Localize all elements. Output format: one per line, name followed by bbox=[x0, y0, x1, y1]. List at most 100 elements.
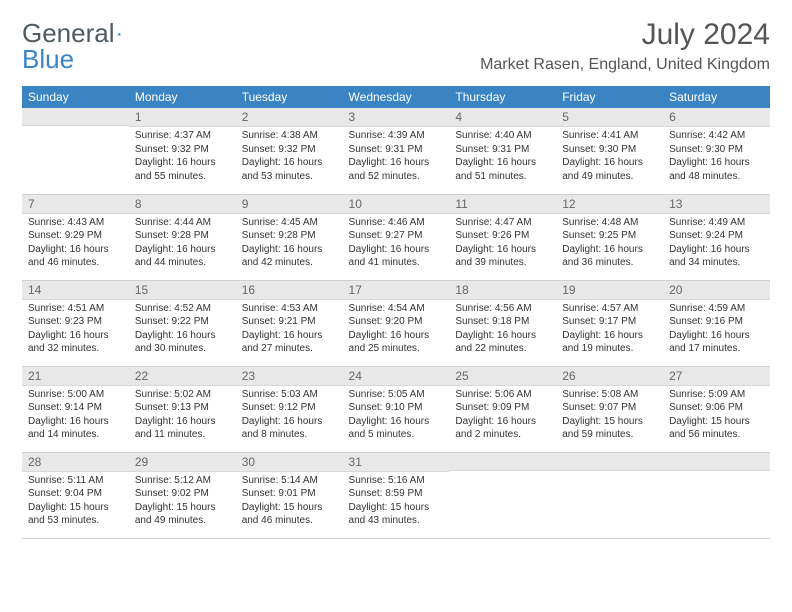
daylight-line: Daylight: 16 hours and 2 minutes. bbox=[455, 415, 550, 442]
day-number: 25 bbox=[449, 367, 556, 386]
day-number: 24 bbox=[343, 367, 450, 386]
sunset-line: Sunset: 8:59 PM bbox=[349, 487, 444, 501]
daylight-line: Daylight: 16 hours and 41 minutes. bbox=[349, 243, 444, 270]
sunset-line: Sunset: 9:01 PM bbox=[242, 487, 337, 501]
sunrise-line: Sunrise: 5:02 AM bbox=[135, 388, 230, 402]
empty-day-bar bbox=[22, 108, 129, 126]
sunrise-line: Sunrise: 4:53 AM bbox=[242, 302, 337, 316]
day-details: Sunrise: 5:12 AMSunset: 9:02 PMDaylight:… bbox=[129, 472, 236, 532]
sunrise-line: Sunrise: 5:12 AM bbox=[135, 474, 230, 488]
calendar-day-cell: 10Sunrise: 4:46 AMSunset: 9:27 PMDayligh… bbox=[343, 194, 450, 280]
weekday-header: Wednesday bbox=[343, 86, 450, 108]
sunset-line: Sunset: 9:22 PM bbox=[135, 315, 230, 329]
weekday-header: Thursday bbox=[449, 86, 556, 108]
day-number: 22 bbox=[129, 367, 236, 386]
sunrise-line: Sunrise: 4:49 AM bbox=[669, 216, 764, 230]
daylight-line: Daylight: 15 hours and 56 minutes. bbox=[669, 415, 764, 442]
daylight-line: Daylight: 16 hours and 42 minutes. bbox=[242, 243, 337, 270]
day-number: 4 bbox=[449, 108, 556, 127]
day-details: Sunrise: 4:43 AMSunset: 9:29 PMDaylight:… bbox=[22, 214, 129, 274]
daylight-line: Daylight: 16 hours and 22 minutes. bbox=[455, 329, 550, 356]
sunset-line: Sunset: 9:16 PM bbox=[669, 315, 764, 329]
sunset-line: Sunset: 9:30 PM bbox=[669, 143, 764, 157]
sunrise-line: Sunrise: 4:56 AM bbox=[455, 302, 550, 316]
day-details: Sunrise: 4:44 AMSunset: 9:28 PMDaylight:… bbox=[129, 214, 236, 274]
calendar-day-cell: 22Sunrise: 5:02 AMSunset: 9:13 PMDayligh… bbox=[129, 366, 236, 452]
sunset-line: Sunset: 9:30 PM bbox=[562, 143, 657, 157]
sunset-line: Sunset: 9:18 PM bbox=[455, 315, 550, 329]
day-details: Sunrise: 4:57 AMSunset: 9:17 PMDaylight:… bbox=[556, 300, 663, 360]
calendar-body: 1Sunrise: 4:37 AMSunset: 9:32 PMDaylight… bbox=[22, 108, 770, 538]
sunrise-line: Sunrise: 4:40 AM bbox=[455, 129, 550, 143]
sunrise-line: Sunrise: 5:03 AM bbox=[242, 388, 337, 402]
calendar-day-cell: 19Sunrise: 4:57 AMSunset: 9:17 PMDayligh… bbox=[556, 280, 663, 366]
daylight-line: Daylight: 16 hours and 44 minutes. bbox=[135, 243, 230, 270]
sunset-line: Sunset: 9:27 PM bbox=[349, 229, 444, 243]
sunset-line: Sunset: 9:06 PM bbox=[669, 401, 764, 415]
day-details: Sunrise: 4:49 AMSunset: 9:24 PMDaylight:… bbox=[663, 214, 770, 274]
day-number: 1 bbox=[129, 108, 236, 127]
sunset-line: Sunset: 9:21 PM bbox=[242, 315, 337, 329]
day-number: 15 bbox=[129, 281, 236, 300]
daylight-line: Daylight: 16 hours and 34 minutes. bbox=[669, 243, 764, 270]
daylight-line: Daylight: 16 hours and 17 minutes. bbox=[669, 329, 764, 356]
calendar-day-cell: 18 Sunrise: 4:56 AMSunset: 9:18 PMDayligh… bbox=[449, 280, 556, 366]
calendar-week-row: 7Sunrise: 4:43 AMSunset: 9:29 PMDaylight… bbox=[22, 194, 770, 280]
calendar-day-cell: 15Sunrise: 4:52 AMSunset: 9:22 PMDayligh… bbox=[129, 280, 236, 366]
calendar-day-cell: 31Sunrise: 5:16 AMSunset: 8:59 PMDayligh… bbox=[343, 452, 450, 538]
day-details: Sunrise: 4:52 AMSunset: 9:22 PMDaylight:… bbox=[129, 300, 236, 360]
sunrise-line: Sunrise: 4:47 AM bbox=[455, 216, 550, 230]
sunrise-line: Sunrise: 4:38 AM bbox=[242, 129, 337, 143]
calendar-day-cell: 11Sunrise: 4:47 AMSunset: 9:26 PMDayligh… bbox=[449, 194, 556, 280]
empty-day-bar bbox=[556, 453, 663, 471]
day-details: Sunrise: 4:47 AMSunset: 9:26 PMDaylight:… bbox=[449, 214, 556, 274]
day-details: Sunrise: 4:37 AMSunset: 9:32 PMDaylight:… bbox=[129, 127, 236, 187]
daylight-line: Daylight: 16 hours and 52 minutes. bbox=[349, 156, 444, 183]
calendar-day-cell: 24Sunrise: 5:05 AMSunset: 9:10 PMDayligh… bbox=[343, 366, 450, 452]
empty-day-bar bbox=[449, 453, 556, 471]
day-number: 18 bbox=[449, 281, 556, 300]
calendar-empty-cell bbox=[556, 452, 663, 538]
day-details: Sunrise: 4:45 AMSunset: 9:28 PMDaylight:… bbox=[236, 214, 343, 274]
day-number: 26 bbox=[556, 367, 663, 386]
weekday-header: Friday bbox=[556, 86, 663, 108]
day-number: 16 bbox=[236, 281, 343, 300]
daylight-line: Daylight: 16 hours and 55 minutes. bbox=[135, 156, 230, 183]
daylight-line: Daylight: 16 hours and 51 minutes. bbox=[455, 156, 550, 183]
sunrise-line: Sunrise: 4:54 AM bbox=[349, 302, 444, 316]
sunrise-line: Sunrise: 4:39 AM bbox=[349, 129, 444, 143]
sunset-line: Sunset: 9:31 PM bbox=[349, 143, 444, 157]
calendar-week-row: 21Sunrise: 5:00 AMSunset: 9:14 PMDayligh… bbox=[22, 366, 770, 452]
day-number: 11 bbox=[449, 195, 556, 214]
sunset-line: Sunset: 9:23 PM bbox=[28, 315, 123, 329]
calendar-day-cell: 20Sunrise: 4:59 AMSunset: 9:16 PMDayligh… bbox=[663, 280, 770, 366]
sunset-line: Sunset: 9:28 PM bbox=[135, 229, 230, 243]
sunset-line: Sunset: 9:13 PM bbox=[135, 401, 230, 415]
daylight-line: Daylight: 16 hours and 25 minutes. bbox=[349, 329, 444, 356]
day-number: 20 bbox=[663, 281, 770, 300]
day-number: 3 bbox=[343, 108, 450, 127]
daylight-line: Daylight: 16 hours and 27 minutes. bbox=[242, 329, 337, 356]
header: General July 2024 Market Rasen, England,… bbox=[22, 18, 770, 74]
calendar-day-cell: 7Sunrise: 4:43 AMSunset: 9:29 PMDaylight… bbox=[22, 194, 129, 280]
day-number: 29 bbox=[129, 453, 236, 472]
calendar-week-row: 28Sunrise: 5:11 AMSunset: 9:04 PMDayligh… bbox=[22, 452, 770, 538]
sunset-line: Sunset: 9:12 PM bbox=[242, 401, 337, 415]
day-details: Sunrise: 4:59 AMSunset: 9:16 PMDaylight:… bbox=[663, 300, 770, 360]
day-details: Sunrise: 5:03 AMSunset: 9:12 PMDaylight:… bbox=[236, 386, 343, 446]
sunrise-line: Sunrise: 5:06 AM bbox=[455, 388, 550, 402]
calendar-day-cell: 4Sunrise: 4:40 AMSunset: 9:31 PMDaylight… bbox=[449, 108, 556, 194]
calendar-day-cell: 27Sunrise: 5:09 AMSunset: 9:06 PMDayligh… bbox=[663, 366, 770, 452]
sunrise-line: Sunrise: 5:11 AM bbox=[28, 474, 123, 488]
day-number: 8 bbox=[129, 195, 236, 214]
day-number: 2 bbox=[236, 108, 343, 127]
sunrise-line: Sunrise: 4:57 AM bbox=[562, 302, 657, 316]
sunrise-line: Sunrise: 4:43 AM bbox=[28, 216, 123, 230]
sunrise-line: Sunrise: 4:37 AM bbox=[135, 129, 230, 143]
daylight-line: Daylight: 15 hours and 43 minutes. bbox=[349, 501, 444, 528]
sunrise-line: Sunrise: 5:00 AM bbox=[28, 388, 123, 402]
empty-day-bar bbox=[663, 453, 770, 471]
day-number: 31 bbox=[343, 453, 450, 472]
day-number: 27 bbox=[663, 367, 770, 386]
day-number: 6 bbox=[663, 108, 770, 127]
